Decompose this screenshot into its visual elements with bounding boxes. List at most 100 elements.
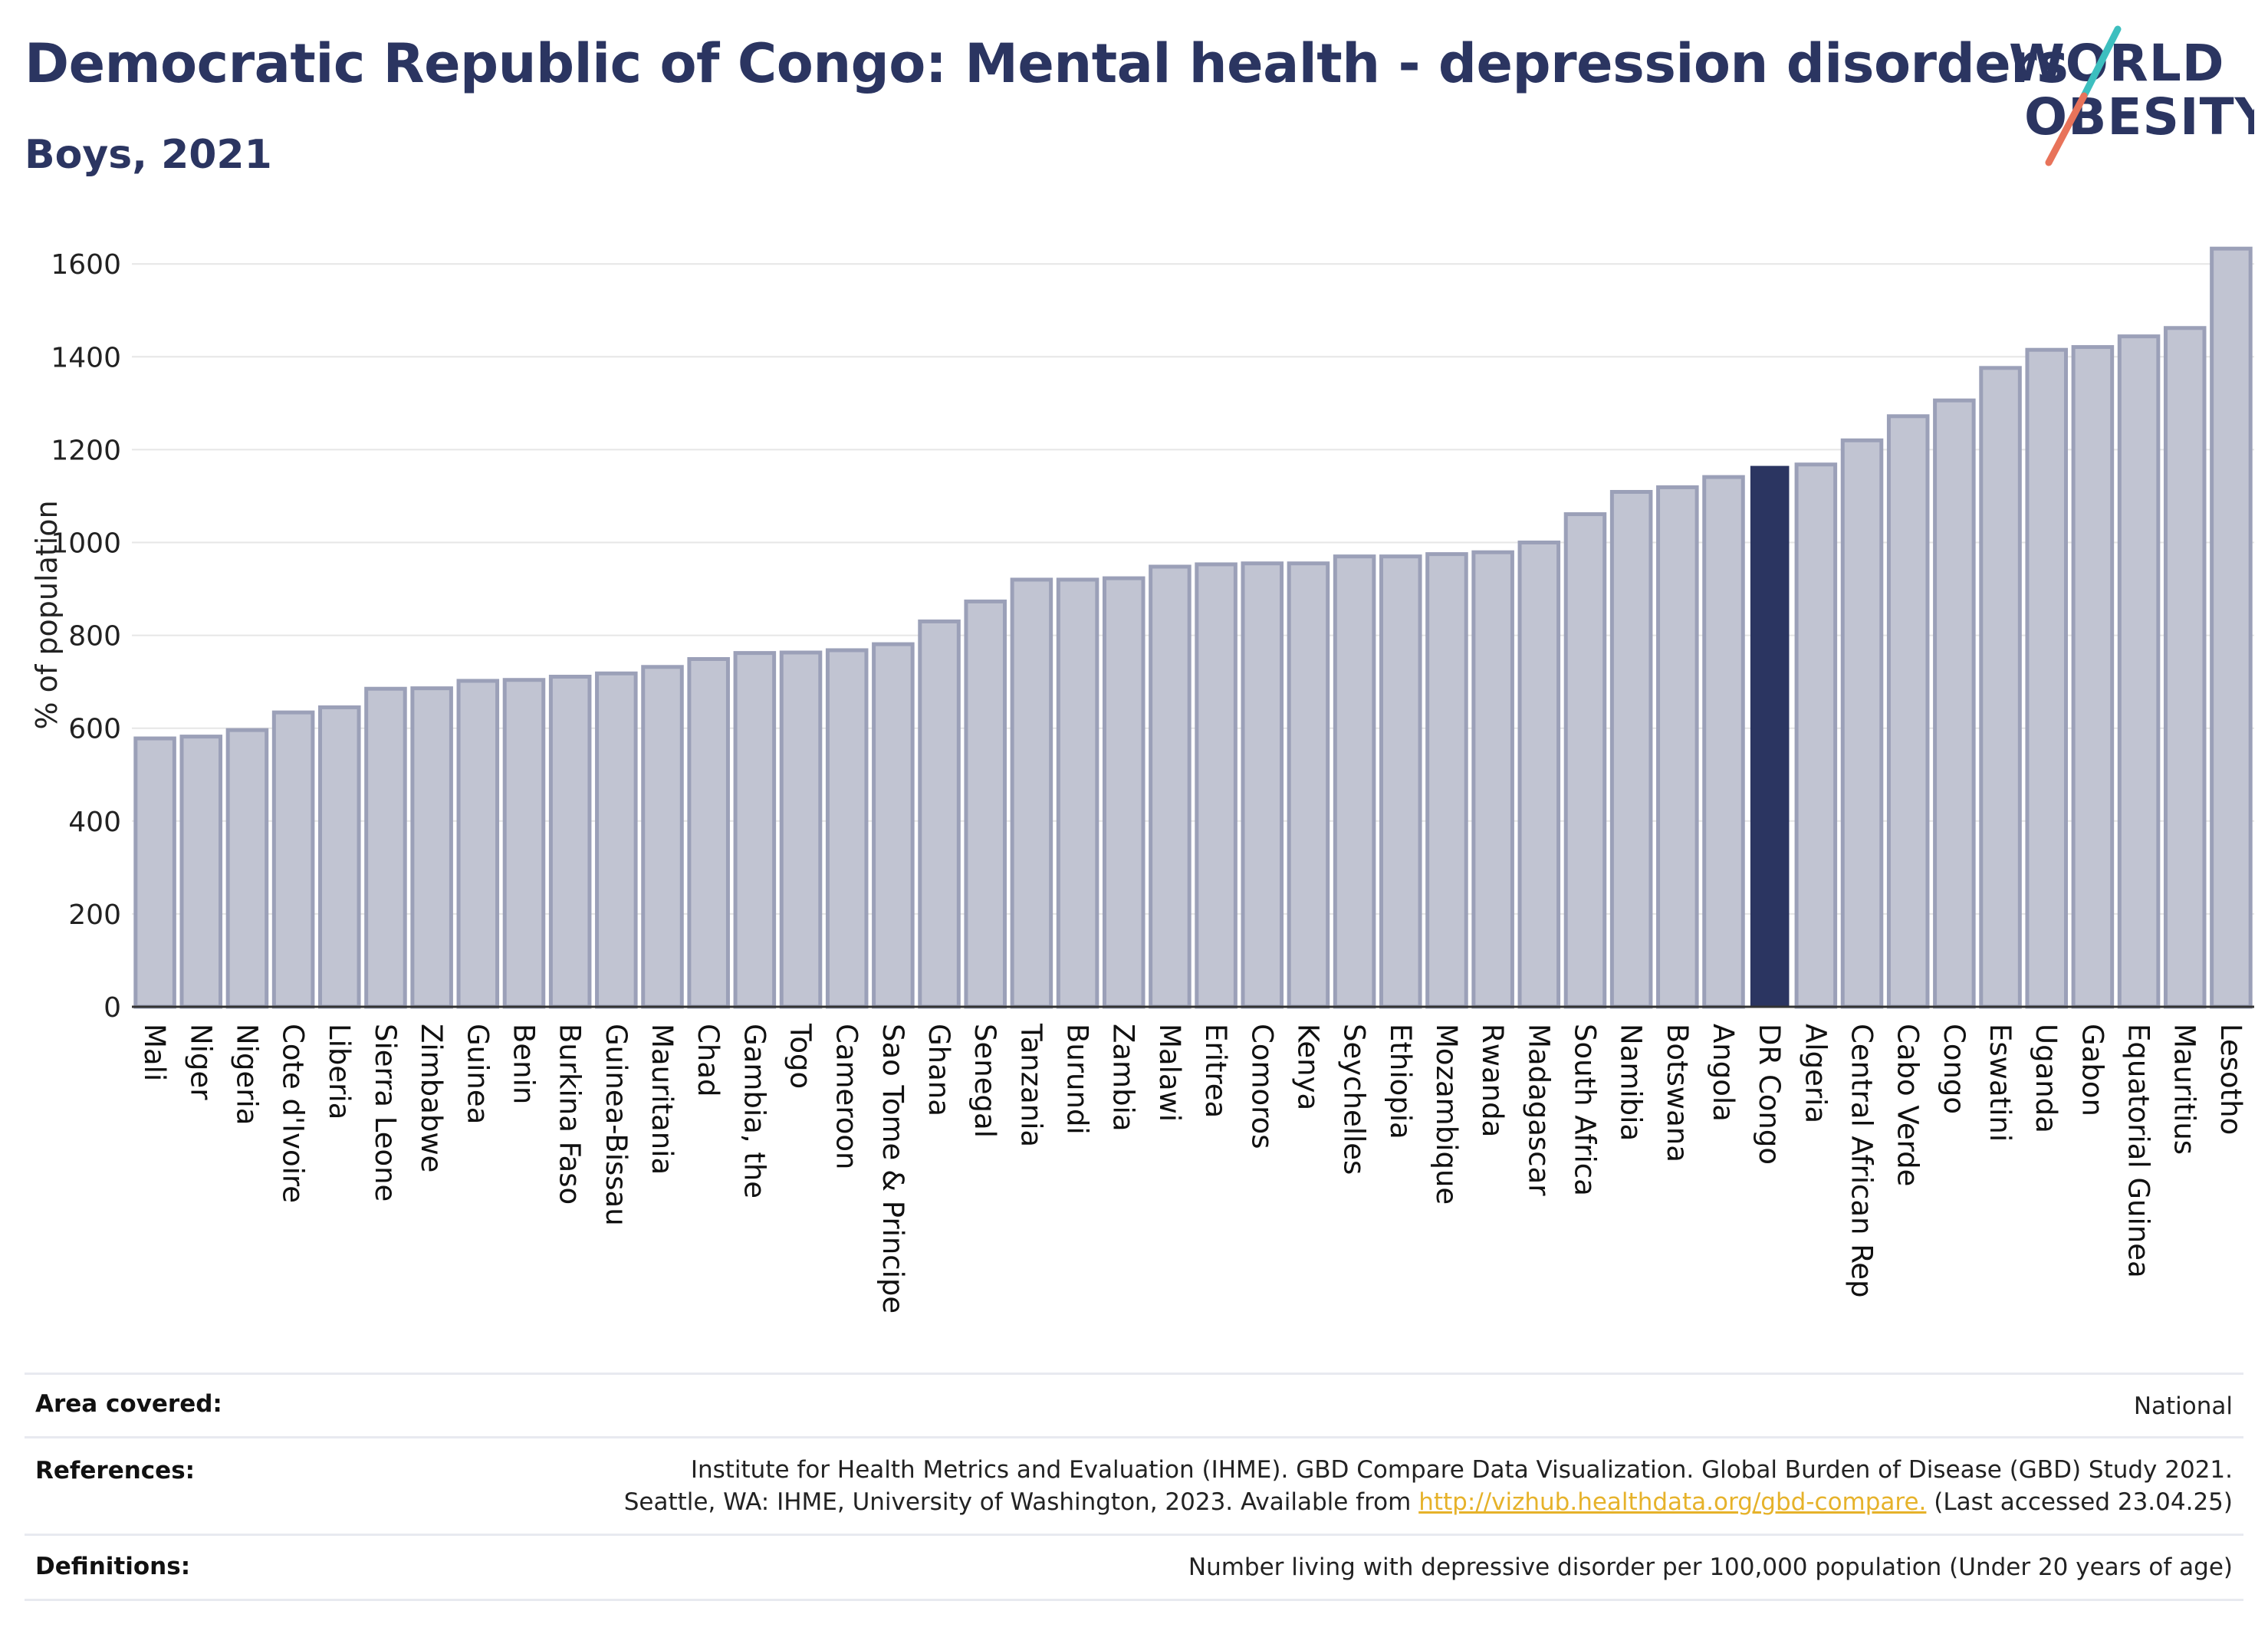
bar (1794, 462, 1838, 1009)
x-tick-label: Mozambique (1430, 1024, 1463, 1205)
x-tick-label: Cabo Verde (1892, 1024, 1925, 1186)
bar (225, 728, 269, 1009)
y-tick-label: 600 (68, 714, 121, 745)
y-tick-label: 200 (68, 899, 121, 931)
bar (1425, 552, 1468, 1009)
y-tick-label: 1000 (51, 528, 121, 560)
bar (1979, 366, 2022, 1009)
x-axis-labels: Mali Niger Nigeria Cote d'Ivoire Liberia Sier… (138, 1023, 2247, 1313)
info-row-references: References: Institute for Health Metrics… (25, 1436, 2243, 1534)
bar (825, 648, 869, 1009)
x-tick-label: Eritrea (1199, 1024, 1232, 1118)
x-tick-label: Niger (184, 1024, 217, 1100)
x-tick-label: Guinea (461, 1024, 494, 1124)
x-tick-label: Liberia (323, 1024, 356, 1119)
y-tick-label: 1600 (51, 249, 121, 281)
bar (2117, 334, 2161, 1009)
bar (641, 665, 684, 1009)
x-tick-label: DR Congo (1753, 1024, 1786, 1165)
x-tick-label: Angola (1707, 1024, 1740, 1122)
bar (1333, 554, 1376, 1009)
x-tick-label: Madagascar (1522, 1024, 1555, 1196)
bar (1563, 512, 1607, 1009)
x-tick-label: Zimbabwe (415, 1024, 448, 1172)
x-tick-label: Burundi (1061, 1024, 1094, 1135)
bar (1886, 414, 1930, 1009)
x-tick-label: Uganda (2030, 1024, 2063, 1133)
x-tick-label: Kenya (1291, 1024, 1324, 1110)
bar (1149, 564, 1192, 1009)
bar (1933, 398, 1976, 1009)
x-tick-label: Ghana (922, 1024, 955, 1116)
bar (2163, 326, 2207, 1009)
y-tick-label: 1200 (51, 435, 121, 466)
info-row-area: Area covered: National (25, 1373, 2243, 1436)
x-tick-label: Malawi (1153, 1024, 1186, 1122)
logo-text-world: WORLD (2009, 34, 2225, 93)
bar (1702, 475, 1745, 1009)
x-tick-label: Namibia (1615, 1024, 1648, 1141)
area-covered-label: Area covered: (35, 1390, 222, 1418)
references-line-1: Institute for Health Metrics and Evaluat… (690, 1456, 2233, 1484)
references-value: Institute for Health Metrics and Evaluat… (35, 1438, 2233, 1518)
bar (1656, 485, 1699, 1009)
x-tick-label: Lesotho (2214, 1024, 2247, 1135)
x-tick-label: Ethiopia (1384, 1024, 1417, 1139)
bar (1241, 561, 1284, 1009)
bar (1010, 577, 1053, 1009)
bar (502, 678, 546, 1009)
bar (2025, 347, 2068, 1009)
x-tick-label: Algeria (1799, 1024, 1832, 1123)
x-tick-label: Botswana (1661, 1024, 1694, 1162)
bar (2071, 345, 2115, 1009)
logo-slash-teal (2080, 25, 2122, 100)
x-tick-label: Tanzania (1014, 1023, 1047, 1147)
x-tick-label: Mauritania (646, 1024, 679, 1175)
bar (179, 735, 223, 1009)
references-link[interactable]: http://vizhub.healthdata.org/gbd-compare… (1418, 1488, 1927, 1516)
bar (872, 642, 915, 1009)
definitions-label: Definitions: (35, 1553, 191, 1580)
bar (1056, 577, 1099, 1009)
bar (133, 736, 176, 1009)
references-line-2: Seattle, WA: IHME, University of Washing… (35, 1486, 2233, 1518)
x-tick-label: Guinea-Bissau (600, 1024, 633, 1226)
y-axis-label: % of population (30, 500, 64, 729)
x-tick-label: Sierra Leone (369, 1024, 402, 1202)
info-table: Area covered: National References: Insti… (25, 1373, 2243, 1601)
bar (1840, 438, 1884, 1009)
definitions-value: Number living with depressive disorder p… (1188, 1553, 2233, 1581)
x-tick-label: Rwanda (1476, 1024, 1509, 1137)
bar (595, 671, 638, 1009)
bar (733, 651, 777, 1009)
bar (410, 686, 453, 1009)
x-tick-label: South Africa (1568, 1024, 1601, 1196)
x-tick-label: Cote d'Ivoire (277, 1024, 310, 1203)
y-tick-label: 1400 (51, 342, 121, 373)
x-tick-label: Sao Tome & Principe (876, 1024, 909, 1313)
area-covered-value: National (2133, 1392, 2233, 1420)
x-tick-label: Senegal (968, 1024, 1001, 1138)
references-accessed: (Last accessed 23.04.25) (1926, 1488, 2233, 1516)
bar (687, 656, 730, 1009)
bar (456, 679, 500, 1009)
logo-slash-coral (2045, 92, 2088, 166)
references-label: References: (35, 1457, 196, 1484)
x-tick-label: Equatorial Guinea (2122, 1024, 2155, 1278)
bar (548, 674, 592, 1009)
y-axis-ticks: 0 200 400 600 800 1000 1200 1400 1600 (51, 249, 121, 1024)
bar (271, 710, 315, 1009)
y-tick-label: 0 (104, 992, 121, 1024)
bar-chart: 0 200 400 600 800 1000 1200 1400 1600 Mali Niger N… (30, 246, 2254, 1313)
chart-subtitle: Boys, 2021 (25, 132, 272, 178)
x-tick-label: Zambia (1107, 1024, 1140, 1132)
bar (318, 705, 361, 1009)
bar (1471, 550, 1514, 1009)
x-tick-label: Comoros (1245, 1024, 1278, 1149)
bar (1517, 541, 1561, 1009)
x-tick-label: Seychelles (1338, 1024, 1371, 1175)
bar (2210, 246, 2253, 1009)
bar (364, 686, 407, 1009)
bar (1102, 576, 1146, 1009)
bar (779, 650, 823, 1009)
